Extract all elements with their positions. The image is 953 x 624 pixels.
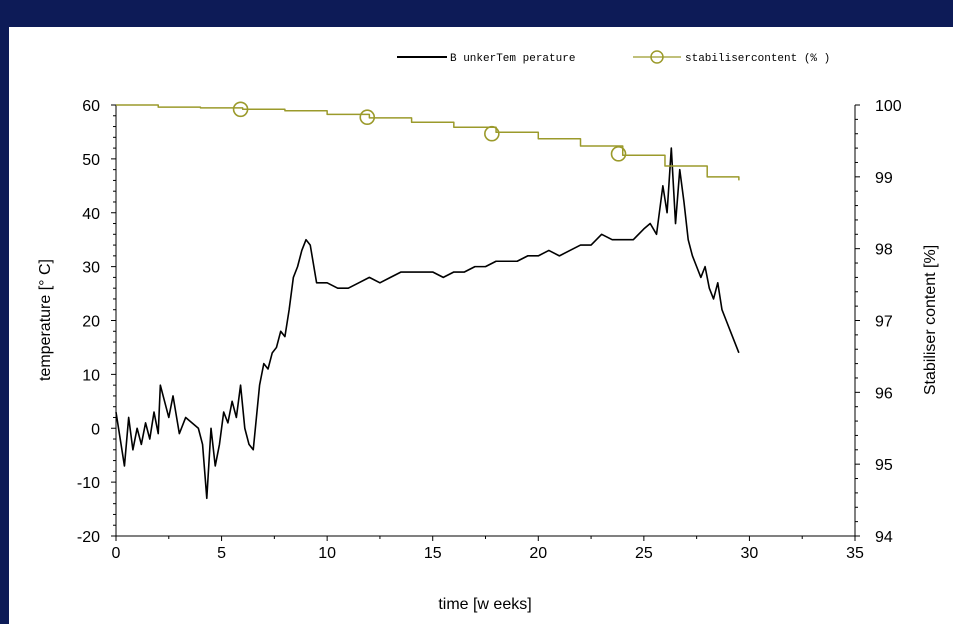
stabiliser-marker [610,146,627,162]
x-tick-label: 25 [635,545,653,562]
x-tick-label: 10 [318,545,336,562]
x-axis-label: time [w eeks] [438,596,531,613]
x-tick-label: 30 [741,545,759,562]
stabiliser-marker [484,125,500,142]
chart-area: 0 5 10 15 20 25 30 35 -20 -10 0 10 20 30 40 50 60 94 95 9… [9,27,953,624]
series-layer [115,101,740,500]
legend: B unkerTem perature stabilisercontent (%… [397,50,830,65]
stabiliser-marker [232,101,249,118]
y-right-tick-label: 95 [875,457,893,474]
temperature-line [115,147,740,500]
axes [115,105,856,537]
y-left-tick-label: 50 [82,152,100,169]
y-left-tick-label: 20 [82,314,100,331]
y-right-axis-label: Stabiliser content [%] [922,245,939,395]
legend-label-temperature: B unkerTem perature [450,53,575,65]
x-tick-label: 0 [112,545,121,562]
y-left-tick-label: 30 [82,260,100,277]
y-left-tick-label: -20 [77,529,100,546]
x-tick-label: 15 [424,545,442,562]
legend-marker-stabiliser [650,50,664,64]
y-left-ticks: -20 -10 0 10 20 30 40 50 60 [77,98,116,546]
x-tick-label: 35 [846,545,864,562]
y-left-tick-label: 0 [91,421,100,438]
y-right-tick-label: 98 [875,242,893,259]
y-right-tick-label: 97 [875,314,893,331]
y-right-tick-label: 99 [875,170,893,187]
stabiliser-line [116,104,740,181]
y-left-tick-label: 40 [82,206,100,223]
x-tick-label: 20 [529,545,547,562]
legend-label-stabiliser: stabilisercontent (% ) [685,53,830,65]
y-right-ticks: 94 95 96 97 98 99 100 [855,98,902,546]
x-tick-label: 5 [217,545,226,562]
y-left-tick-label: 60 [82,98,100,115]
x-ticks: 0 5 10 15 20 25 30 35 [112,536,864,562]
y-left-axis-label: temperature [° C] [37,259,54,381]
stabiliser-marker [359,109,376,126]
y-right-tick-label: 96 [875,385,893,402]
y-left-tick-label: -10 [77,475,100,492]
y-right-tick-label: 94 [875,529,893,546]
y-left-tick-label: 10 [82,367,100,384]
y-right-tick-label: 100 [875,98,902,115]
